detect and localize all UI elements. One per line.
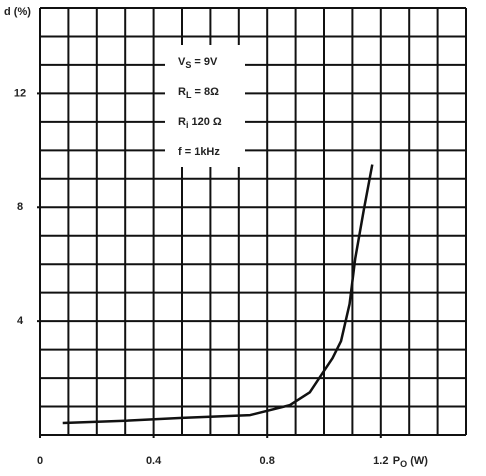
y-tick-label: 4 <box>17 315 24 327</box>
annotation-sub: i <box>186 120 189 130</box>
y-tick-label: 12 <box>14 87 26 99</box>
annotation-main: V <box>178 56 186 68</box>
x-axis-label-sub: O <box>400 459 407 469</box>
x-tick-label: 0.4 <box>146 455 162 467</box>
y-axis-label: d (%) <box>4 6 31 18</box>
data-line <box>62 164 374 425</box>
annotation: f = 1kHz <box>178 146 220 158</box>
annotation-main: R <box>178 116 186 128</box>
x-axis-label-rest: (W) <box>407 455 428 467</box>
annotation-rest: = 8Ω <box>191 86 219 98</box>
annotation-sub: L <box>186 90 192 100</box>
x-axis-label: PO (W) <box>393 455 428 469</box>
annotation-sub: S <box>185 60 191 70</box>
y-tick-label: 8 <box>17 201 23 213</box>
annotation-box <box>165 45 245 167</box>
x-tick-label: 0 <box>37 455 43 467</box>
annotation-main: f = 1kHz <box>178 146 220 158</box>
annotation-rest: = 9V <box>191 56 218 68</box>
x-tick-label: 1.2 <box>373 455 388 467</box>
annotation: RL = 8Ω <box>178 86 219 100</box>
x-axis-label-main: P <box>393 455 400 467</box>
annotation-main: R <box>178 86 186 98</box>
annotation: Ri 120 Ω <box>178 116 222 130</box>
annotation: VS = 9V <box>178 56 218 70</box>
annotation-rest: 120 Ω <box>188 116 221 128</box>
x-tick-label: 0.8 <box>260 455 275 467</box>
